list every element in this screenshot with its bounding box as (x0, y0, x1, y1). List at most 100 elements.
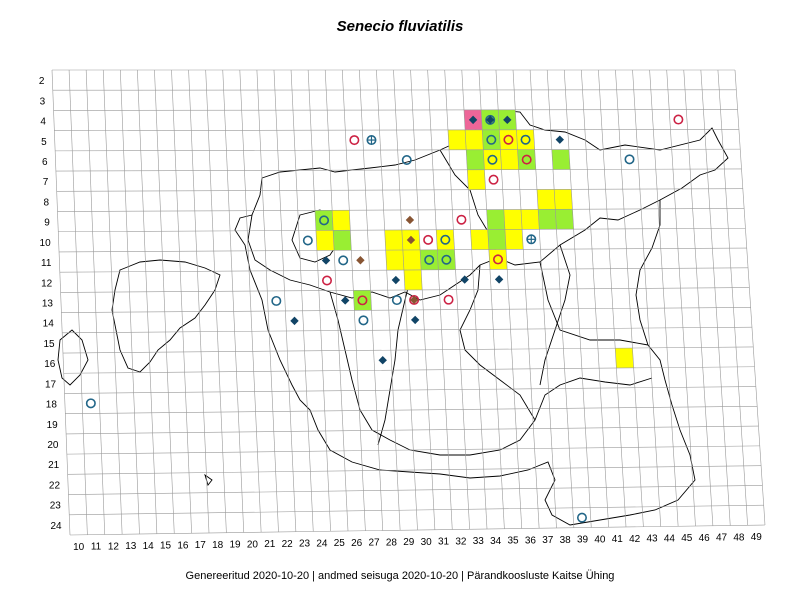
grid-line (273, 69, 297, 532)
markers-layer (85, 114, 684, 523)
blue-diamond-marker (486, 115, 495, 125)
red-circle-marker (423, 234, 434, 245)
grid-line (376, 69, 401, 531)
row-label: 7 (43, 177, 49, 188)
grid-line (700, 69, 731, 526)
red-circle-marker (488, 174, 499, 185)
row-label: 14 (43, 319, 55, 330)
col-label: 44 (664, 533, 676, 544)
row-label: 11 (41, 258, 52, 269)
grid-line (495, 69, 523, 529)
col-label: 40 (594, 534, 606, 545)
col-label: 24 (316, 538, 328, 549)
col-label: 45 (681, 533, 693, 544)
grid-cell-green (486, 209, 505, 230)
blue-circle-marker (391, 295, 402, 306)
col-label: 11 (91, 542, 102, 553)
row-label: 18 (46, 400, 58, 411)
grid-cell-green (333, 230, 352, 251)
blue-circle-marker (576, 512, 587, 523)
grid-cell-green (551, 149, 571, 170)
row-label: 23 (50, 501, 62, 512)
grid-line (54, 129, 739, 131)
grid-line (69, 504, 764, 516)
blue-circle-marker (401, 154, 412, 165)
grid-line (546, 69, 575, 528)
grid-line (65, 406, 758, 414)
col-label: 29 (403, 537, 415, 548)
col-label: 37 (542, 535, 554, 546)
grid-cell-yellow (488, 249, 508, 270)
col-label: 36 (525, 535, 537, 546)
grid-line (68, 69, 88, 535)
red-circle-marker (456, 214, 467, 225)
col-label: 35 (508, 536, 520, 547)
row-label: 6 (42, 157, 48, 168)
col-label: 48 (733, 532, 745, 543)
grid-line (427, 69, 453, 530)
grid-line (188, 69, 210, 534)
row-label: 3 (40, 96, 46, 107)
grid-line (137, 69, 158, 534)
grid-line (60, 287, 750, 293)
red-circle-marker (503, 134, 514, 145)
grid-cell-yellow (467, 169, 486, 190)
col-label: 12 (108, 541, 120, 552)
col-label: 10 (73, 542, 85, 553)
grid-line (324, 69, 349, 532)
grid-cell-yellow (436, 229, 455, 250)
row-label: 16 (44, 359, 56, 370)
col-label: 28 (386, 537, 398, 548)
brown-diamond-marker (409, 295, 419, 305)
brown-diamond-marker (406, 235, 416, 245)
col-label: 25 (334, 538, 346, 549)
coastline-outline (57, 109, 729, 526)
grid-line (359, 69, 384, 531)
map-title: Senecio fluviatilis (336, 18, 464, 35)
row-label: 13 (42, 299, 54, 310)
col-label: 38 (560, 535, 572, 546)
blue-diamond-marker (468, 115, 478, 125)
grid-cell-yellow (516, 129, 535, 150)
grid-line (68, 485, 763, 495)
blue-circle-marker (302, 235, 313, 246)
blue-diamond-marker (503, 115, 512, 125)
grid-line (171, 69, 192, 534)
grid-cell-yellow (499, 129, 518, 150)
row-label: 22 (49, 480, 61, 491)
col-label: 14 (143, 541, 155, 552)
row-label: 5 (41, 137, 47, 148)
grid-line (51, 69, 71, 536)
col-label: 43 (647, 534, 659, 545)
brown-diamond-marker (405, 215, 415, 225)
blue-diamond-marker (391, 275, 401, 285)
grid-line (581, 69, 609, 528)
col-label: 26 (351, 538, 363, 549)
blue-circle-marker (441, 254, 452, 265)
grid-cell-yellow (384, 230, 403, 251)
grid-line (55, 168, 742, 172)
grid-cell-yellow (385, 250, 404, 271)
grid-line (58, 227, 746, 233)
blue-circle-marker (624, 154, 635, 165)
blue-diamond-marker (460, 275, 469, 284)
grid-cell-yellow (447, 129, 467, 150)
row-label: 20 (47, 440, 59, 451)
grid-cell-yellow (536, 189, 556, 210)
grid-line (632, 69, 662, 527)
blue-crosscircle-marker (526, 234, 537, 245)
row-label: 2 (39, 76, 45, 87)
grid-cell-green (420, 249, 439, 270)
grid-line (717, 69, 748, 526)
grid-cell-yellow (615, 348, 634, 369)
grid-line (61, 307, 751, 313)
grid-line (512, 69, 540, 529)
grid-line (666, 69, 696, 527)
grid-line (85, 69, 106, 535)
red-circle-marker (493, 254, 504, 265)
grid-line (649, 69, 679, 527)
grid-line (222, 69, 245, 533)
col-label: 34 (490, 536, 502, 547)
